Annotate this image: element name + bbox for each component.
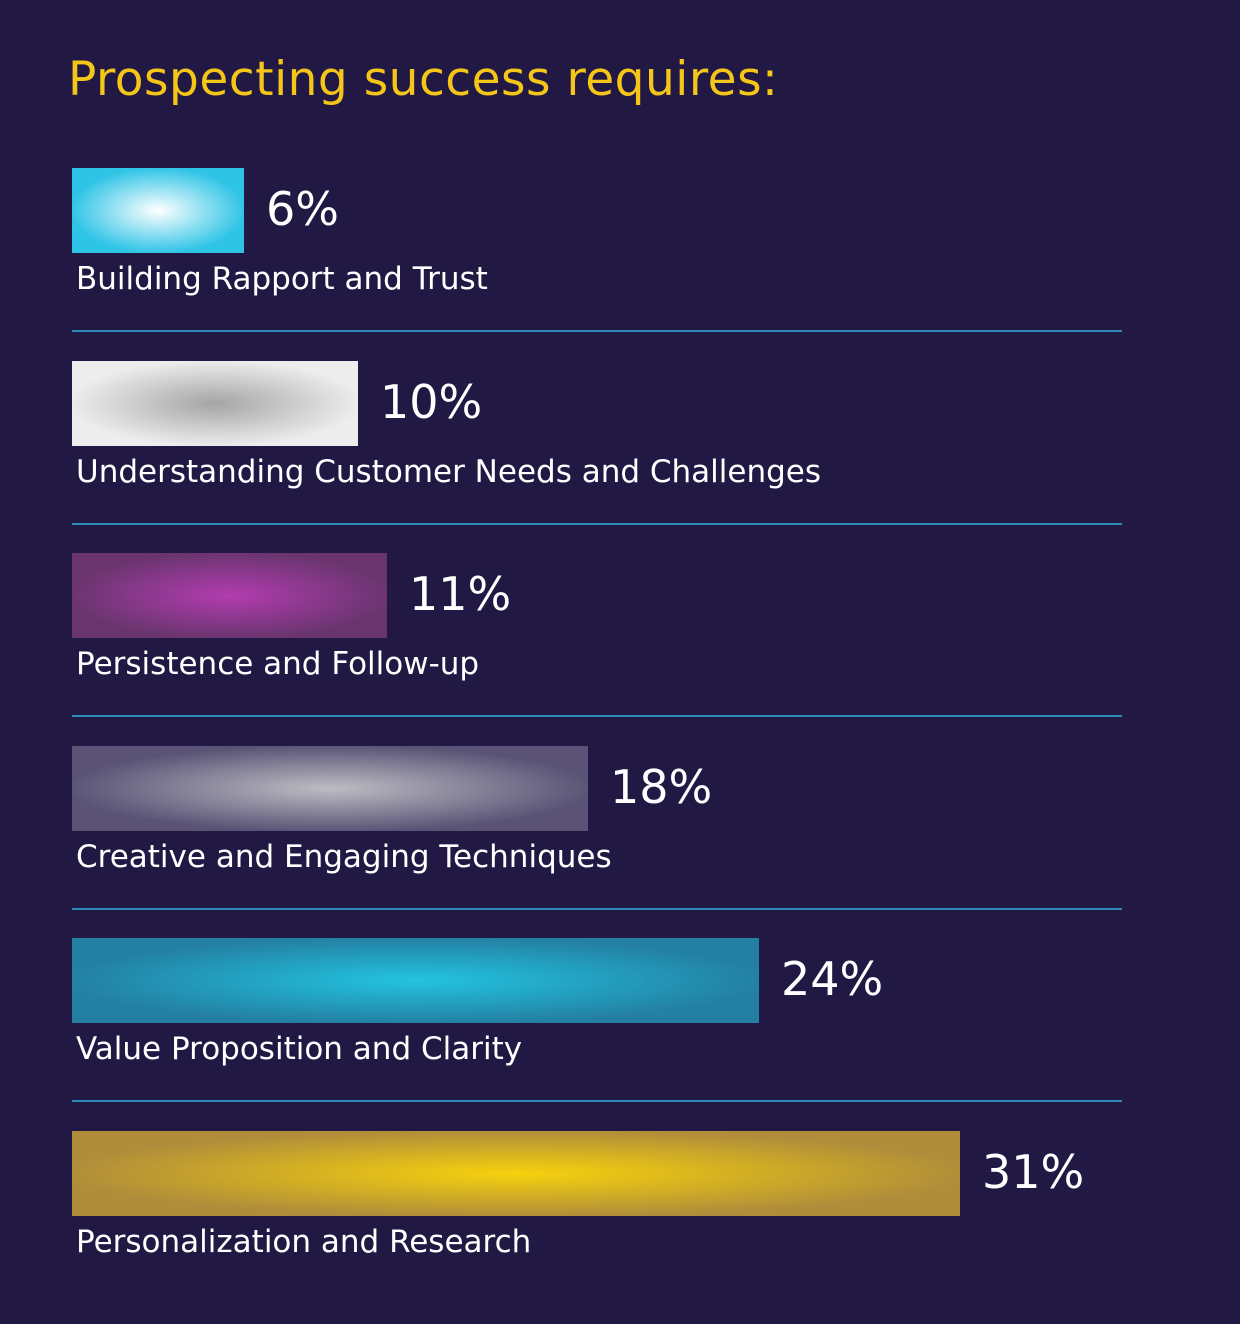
value-label: 31% xyxy=(982,1145,1085,1199)
bar xyxy=(72,745,588,831)
category-label: Persistence and Follow-up xyxy=(76,646,480,683)
bar xyxy=(72,553,387,639)
row-divider xyxy=(72,522,1122,525)
row-divider xyxy=(72,330,1122,332)
bar-row: 6% Building Rapport and Trust xyxy=(0,168,1240,361)
row-divider xyxy=(72,1100,1122,1103)
value-label: 11% xyxy=(409,567,512,622)
category-label: Creative and Engaging Techniques xyxy=(76,838,612,875)
category-label: Building Rapport and Trust xyxy=(76,261,488,297)
chart-title: Prospecting success requires: xyxy=(68,52,779,107)
category-label: Value Proposition and Clarity xyxy=(76,1031,523,1068)
bar-row: 10% Understanding Customer Needs and Chal… xyxy=(0,360,1240,554)
bar xyxy=(72,1131,960,1216)
category-label: Understanding Customer Needs and Challen… xyxy=(76,453,822,490)
value-label: 24% xyxy=(781,952,884,1007)
bar-row: 31% Personalization and Research xyxy=(0,1131,1240,1324)
category-label: Personalization and Research xyxy=(76,1224,532,1260)
value-label: 18% xyxy=(610,759,713,814)
row-divider xyxy=(72,715,1122,718)
bar xyxy=(72,938,759,1024)
value-label: 10% xyxy=(380,374,483,429)
bar-row: 24% Value Proposition and Clarity xyxy=(0,938,1240,1131)
value-label: 6% xyxy=(266,182,339,236)
bar xyxy=(72,168,244,253)
bar-row: 18% Creative and Engaging Techniques xyxy=(0,745,1240,939)
bar xyxy=(72,360,358,446)
row-divider xyxy=(72,907,1122,910)
bar-row: 11% Persistence and Follow-up xyxy=(0,553,1240,746)
